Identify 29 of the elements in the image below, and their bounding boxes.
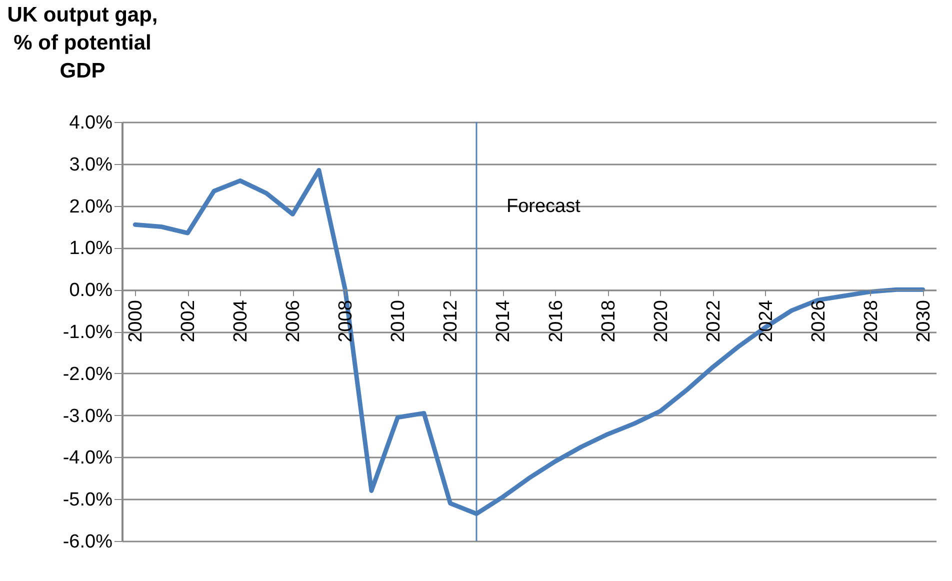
x-tick-label: 2018 bbox=[598, 300, 620, 342]
x-tick-label: 2010 bbox=[388, 300, 410, 342]
x-tick-label: 2004 bbox=[230, 300, 252, 342]
x-tick-label: 2030 bbox=[913, 300, 934, 342]
x-tick-label: 2014 bbox=[493, 300, 514, 342]
y-tick-label: -1.0% bbox=[62, 322, 113, 343]
y-tick-label: 3.0% bbox=[69, 154, 113, 176]
y-tick-label: -6.0% bbox=[62, 532, 113, 552]
x-tick-label: 2008 bbox=[336, 300, 357, 342]
y-tick-label: 1.0% bbox=[69, 238, 113, 260]
ref-line-label: Forecast bbox=[506, 196, 582, 217]
x-tick-label: 2024 bbox=[756, 300, 777, 342]
x-tick-label: 2026 bbox=[808, 300, 830, 342]
y-tick-label: -5.0% bbox=[62, 490, 113, 511]
y-tick-label: -2.0% bbox=[62, 364, 113, 385]
x-tick-label: 2020 bbox=[650, 300, 672, 342]
y-axis-title: UK output gap, % of potential GDP bbox=[7, 4, 158, 82]
x-tick-label: 2028 bbox=[860, 300, 882, 342]
x-tick-label: 2002 bbox=[178, 300, 200, 342]
y-tick-label: -3.0% bbox=[62, 406, 113, 427]
x-tick-label: 2006 bbox=[283, 300, 304, 342]
y-tick-label: 0.0% bbox=[69, 280, 113, 302]
x-tick-label: 2000 bbox=[126, 300, 147, 342]
y-tick-label: -4.0% bbox=[62, 448, 113, 469]
y-tick-label: 4.0% bbox=[69, 112, 113, 134]
x-tick-label: 2012 bbox=[440, 300, 462, 342]
x-tick-label: 2016 bbox=[546, 300, 567, 342]
y-tick-label: 2.0% bbox=[69, 196, 113, 218]
x-tick-label: 2022 bbox=[703, 300, 724, 342]
